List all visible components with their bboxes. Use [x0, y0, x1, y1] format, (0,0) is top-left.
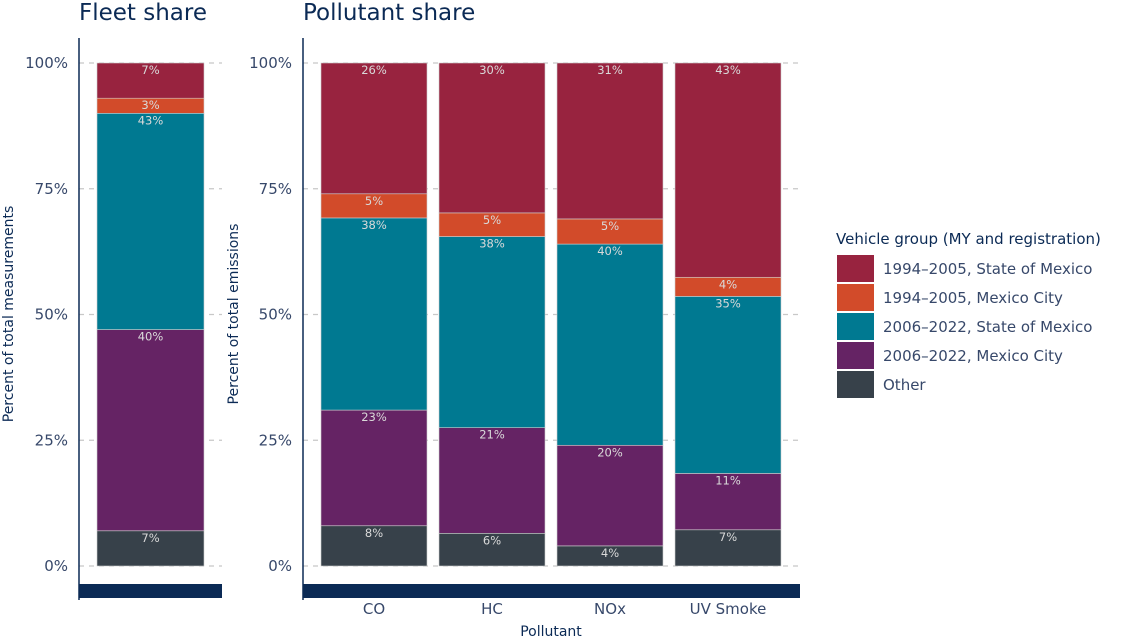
pollutant-data-label: 5% — [483, 213, 501, 227]
pollutant-data-label: 26% — [361, 63, 387, 77]
pollutant-data-label: 23% — [361, 410, 387, 424]
pollutant-data-label: 31% — [597, 63, 623, 77]
pollutant-data-label: 35% — [715, 296, 741, 310]
legend-label-1994-2005-state-of-mexico: 1994–2005, State of Mexico — [883, 260, 1092, 278]
fleet-data-label: 43% — [138, 113, 164, 127]
pollutant-y-tick-label: 100% — [249, 54, 292, 72]
pollutant-bar-hc-other — [438, 533, 546, 567]
legend-label-1994-2005-mexico-city: 1994–2005, Mexico City — [883, 289, 1063, 307]
fleet-data-label: 7% — [141, 531, 159, 545]
pollutant-bar-uv-smoke-1994-2005-state-of-mexico — [674, 62, 782, 278]
fleet-y-tick-label: 100% — [25, 54, 68, 72]
pollutant-data-label: 7% — [719, 530, 737, 544]
x-tick-label-uv-smoke: UV Smoke — [690, 600, 767, 618]
pollutant-data-label: 5% — [365, 194, 383, 208]
pollutant-y-tick-label: 0% — [268, 557, 292, 575]
pollutant-bar-uv-smoke-2006-2022-mexico-city — [674, 473, 782, 531]
pollutant-bar-hc-2006-2022-state-of-mexico — [438, 236, 546, 428]
fleet-x-axis-band — [79, 584, 222, 598]
x-tick-label-co: CO — [363, 600, 385, 618]
pollutant-bar-nox-1994-2005-mexico-city — [556, 218, 664, 245]
x-tick-label-hc: HC — [481, 600, 503, 618]
x-tick-label-nox: NOx — [594, 600, 626, 618]
fleet-y-tick-label: 0% — [44, 557, 68, 575]
fleet-bar-other — [96, 530, 205, 567]
pollutant-data-label: 5% — [601, 219, 619, 233]
pollutant-bar-co-1994-2005-state-of-mexico — [320, 62, 428, 195]
fleet-data-label: 3% — [141, 98, 159, 112]
axes-layer: 0% 25% 50% 75% 100% 0% 25% 50% 75% 100% CO HC NOx UV … — [25, 38, 800, 618]
pollutant-data-label: 11% — [715, 473, 741, 487]
legend-swatch-1994-2005-state-of-mexico — [837, 255, 874, 282]
pollutant-data-label: 21% — [479, 428, 505, 442]
legend-swatch-1994-2005-mexico-city — [837, 284, 874, 311]
fleet-data-label: 7% — [141, 63, 159, 77]
pollutant-data-label: 40% — [597, 244, 623, 258]
pollutant-y-axis-label: Percent of total emissions — [226, 224, 242, 405]
legend-items: 1994–2005, State of Mexico 1994–2005, Mex… — [837, 255, 1092, 398]
pollutant-bar-uv-smoke-2006-2022-state-of-mexico — [674, 296, 782, 474]
fleet-y-tick-label: 50% — [35, 306, 68, 324]
fleet-y-tick-label: 75% — [35, 180, 68, 198]
pollutant-y-tick-label: 25% — [259, 431, 292, 449]
pollutant-data-label: 38% — [361, 218, 387, 232]
legend-swatch-2006-2022-mexico-city — [837, 342, 874, 369]
fleet-y-tick-label: 25% — [35, 431, 68, 449]
pollutant-data-label: 6% — [483, 533, 501, 547]
legend-label-2006-2022-mexico-city: 2006–2022, Mexico City — [883, 347, 1063, 365]
legend-label-other: Other — [883, 376, 926, 394]
pollutant-bar-nox-2006-2022-mexico-city — [556, 444, 664, 547]
pollutant-bar-nox-1994-2005-state-of-mexico — [556, 62, 664, 220]
pollutant-data-label: 43% — [715, 63, 741, 77]
fleet-data-label: 40% — [138, 330, 164, 344]
legend-label-2006-2022-state-of-mexico: 2006–2022, State of Mexico — [883, 318, 1092, 336]
legend-swatch-other — [837, 371, 874, 398]
pollutant-data-label: 4% — [601, 546, 619, 560]
pollutant-y-tick-label: 50% — [259, 306, 292, 324]
pollutant-bar-hc-1994-2005-state-of-mexico — [438, 62, 546, 214]
fleet-y-axis-label: Percent of total measurements — [1, 206, 17, 423]
pollutant-bar-uv-smoke-other — [674, 529, 782, 567]
pollutant-data-label: 4% — [719, 277, 737, 291]
fleet-share-title: Fleet share — [79, 0, 207, 26]
pollutant-bar-co-2006-2022-state-of-mexico — [320, 217, 428, 411]
fleet-bar-2006-2022-state-of-mexico — [96, 113, 205, 330]
pollutant-data-label: 8% — [365, 526, 383, 540]
pollutant-data-label: 38% — [479, 237, 505, 251]
pollutant-bar-co-other — [320, 525, 428, 567]
pollutant-data-label: 20% — [597, 445, 623, 459]
pollutant-x-axis-band — [303, 584, 800, 598]
fleet-bar-2006-2022-mexico-city — [96, 329, 205, 532]
legend: Vehicle group (MY and registration) 1994… — [836, 230, 1101, 398]
legend-title: Vehicle group (MY and registration) — [836, 230, 1101, 248]
pollutant-bar-co-1994-2005-mexico-city — [320, 193, 428, 219]
pollutant-data-label: 30% — [479, 63, 505, 77]
pollutant-share-title: Pollutant share — [303, 0, 475, 26]
fleet-bar-1994-2005-state-of-mexico — [96, 62, 205, 99]
pollutant-x-axis-label: Pollutant — [520, 624, 582, 640]
pollutant-bar-hc-2006-2022-mexico-city — [438, 427, 546, 534]
legend-swatch-2006-2022-state-of-mexico — [837, 313, 874, 340]
pollutant-y-tick-label: 75% — [259, 180, 292, 198]
pollutant-bar-nox-2006-2022-state-of-mexico — [556, 243, 664, 446]
pollutant-bar-co-2006-2022-mexico-city — [320, 409, 428, 527]
bar-layer: 7%40%43%3%7%8%23%38%5%26%6%21%38%5%30%4%… — [96, 62, 782, 567]
